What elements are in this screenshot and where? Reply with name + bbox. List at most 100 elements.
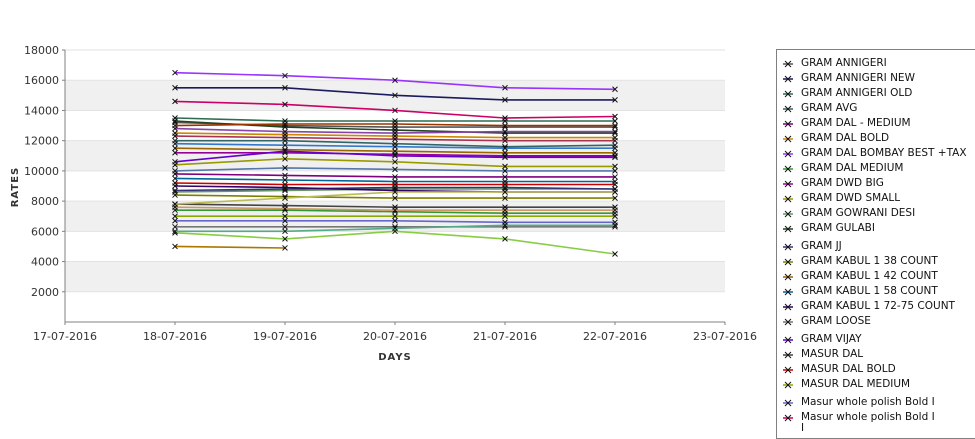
- series-6: [172, 69, 618, 93]
- legend-marker-icon: [783, 60, 793, 68]
- data-point: [172, 122, 178, 129]
- legend-marker-icon: [783, 318, 793, 326]
- legend-marker-icon: [783, 225, 793, 233]
- data-point: [502, 128, 508, 135]
- data-point: [502, 195, 508, 201]
- y-tick-label: 18000: [24, 44, 59, 57]
- data-point: [392, 143, 398, 150]
- data-point: [172, 149, 178, 156]
- y-tick-label: 4000: [31, 256, 59, 269]
- series-4: [172, 171, 618, 180]
- data-point: [612, 251, 618, 257]
- data-point: [612, 137, 618, 144]
- data-point: [172, 118, 178, 124]
- data-point: [172, 192, 178, 198]
- legend-label: MASUR DAL BOLD: [801, 363, 896, 375]
- data-point: [392, 148, 398, 155]
- legend-marker-icon: [783, 195, 793, 203]
- data-point: [612, 195, 618, 201]
- data-point: [612, 97, 618, 103]
- x-tick-label: 20-07-2016: [363, 330, 427, 343]
- data-point: [282, 84, 288, 91]
- data-point: [612, 174, 618, 180]
- legend-label: GRAM KABUL 1 72-75 COUNT: [801, 300, 955, 312]
- data-point: [612, 181, 618, 188]
- legend-label: GRAM DAL - MEDIUM: [801, 117, 911, 129]
- data-point: [172, 201, 178, 207]
- data-point: [612, 122, 618, 129]
- data-point: [282, 181, 288, 188]
- data-point: [502, 236, 508, 242]
- data-point: [612, 213, 618, 220]
- legend-marker-icon: [783, 366, 793, 374]
- legend-marker-icon: [783, 90, 793, 98]
- data-point: [502, 181, 508, 188]
- data-point: [502, 122, 508, 129]
- data-point: [612, 207, 618, 214]
- legend-marker-icon: [783, 243, 793, 251]
- legend-label: GRAM KABUL 1 42 COUNT: [801, 270, 938, 282]
- data-point: [282, 121, 288, 127]
- series-30: [172, 222, 618, 235]
- data-point: [392, 77, 398, 84]
- legend-label: GRAM KABUL 1 58 COUNT: [801, 285, 938, 297]
- data-point: [172, 140, 178, 147]
- data-point: [502, 189, 508, 195]
- series-25: [172, 243, 288, 251]
- data-point: [502, 149, 508, 156]
- legend-label: Masur whole polish Bold I I: [801, 411, 935, 434]
- data-point: [502, 213, 508, 220]
- data-point: [282, 172, 288, 179]
- legend-marker-icon: [783, 399, 793, 407]
- y-tick-label: 14000: [24, 104, 59, 117]
- data-point: [282, 195, 288, 201]
- series-20: [172, 180, 618, 188]
- data-point: [282, 245, 288, 251]
- x-tick-label: 17-07-2016: [33, 330, 97, 343]
- legend-label: GRAM DAL BOLD: [801, 132, 890, 144]
- y-tick-label: 8000: [31, 195, 59, 208]
- x-axis-title: DAYS: [378, 352, 412, 363]
- legend-marker-icon: [783, 150, 793, 158]
- data-point: [172, 180, 178, 186]
- data-point: [392, 107, 398, 114]
- data-point: [502, 84, 508, 91]
- data-point: [392, 92, 398, 99]
- legend-marker-icon: [783, 210, 793, 218]
- data-point: [172, 145, 178, 152]
- data-point: [392, 217, 398, 224]
- data-point: [282, 142, 288, 149]
- series-18: [172, 148, 618, 165]
- data-point: [392, 130, 398, 136]
- data-point: [392, 213, 398, 220]
- data-point: [502, 97, 508, 103]
- legend-label: GRAM ANNIGERI NEW: [801, 72, 915, 84]
- data-point: [612, 222, 618, 229]
- data-point: [612, 118, 618, 124]
- legend-marker-icon: [783, 180, 793, 188]
- data-point: [282, 213, 288, 220]
- y-tick-label: 2000: [31, 286, 59, 299]
- data-point: [502, 163, 508, 170]
- legend-label: GRAM GULABI: [801, 222, 875, 234]
- data-point: [282, 228, 288, 235]
- data-point: [612, 86, 618, 93]
- data-point: [612, 145, 618, 152]
- legend-marker-icon: [783, 165, 793, 173]
- series-layer: [172, 69, 618, 257]
- data-point: [172, 98, 178, 105]
- series-21: [172, 213, 618, 220]
- data-point: [502, 137, 508, 144]
- legend-marker-icon: [783, 336, 793, 344]
- data-point: [172, 243, 178, 250]
- legend-label: GRAM DAL BOMBAY BEST +TAX: [801, 147, 967, 159]
- data-point: [502, 168, 508, 174]
- data-point: [392, 166, 398, 173]
- data-point: [282, 177, 288, 183]
- legend-label: GRAM VIJAY: [801, 333, 862, 345]
- legend-marker-icon: [783, 288, 793, 296]
- data-point: [612, 113, 618, 120]
- y-tick-label: 10000: [24, 165, 59, 178]
- data-point: [172, 84, 178, 91]
- legend-marker-icon: [783, 120, 793, 128]
